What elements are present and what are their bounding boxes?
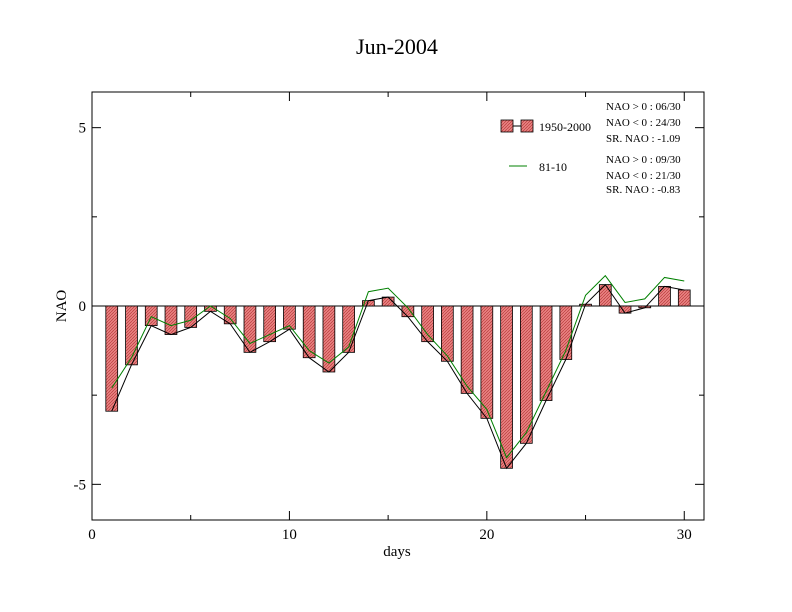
legend-label-1950-2000: 1950-2000 <box>539 120 591 134</box>
stats-1950-2000-positive: NAO > 0 : 06/30 <box>606 101 681 113</box>
stats-81-10-negative: NAO < 0 : 21/30 <box>606 170 681 182</box>
x-tick-label: 20 <box>479 527 494 543</box>
bar-series <box>105 284 691 469</box>
bar-day-3 <box>144 305 158 327</box>
bar-day-1 <box>105 305 119 412</box>
y-tick-label: 0 <box>79 299 87 315</box>
x-tick-label: 30 <box>677 527 692 543</box>
bar-day-4 <box>164 305 178 335</box>
bar-day-21 <box>500 305 513 469</box>
bar-day-29 <box>658 285 671 307</box>
line-81-10 <box>111 274 685 459</box>
y-tick-label: -5 <box>74 477 87 493</box>
bar-day-12 <box>322 305 336 373</box>
y-axis-label: NAO <box>54 290 70 323</box>
stats-1950-2000-sr: SR. NAO : -1.09 <box>606 133 681 145</box>
x-axis-label: days <box>383 544 411 560</box>
legend-bar-swatch-left <box>500 119 514 133</box>
x-tick-label: 0 <box>88 527 96 543</box>
line-1950-2000 <box>111 283 685 470</box>
bar-day-23 <box>539 305 553 401</box>
legend-bar-swatch-right <box>520 119 534 133</box>
bar-day-18 <box>441 305 454 362</box>
bar-day-13 <box>342 305 355 353</box>
bar-day-26 <box>598 284 612 307</box>
x-tick-label: 10 <box>282 527 297 543</box>
legend: 1950-2000 81-10 NAO > 0 : 06/30 NAO < 0 … <box>500 101 681 196</box>
line-series <box>111 274 685 470</box>
bar-day-22 <box>520 305 533 444</box>
bar-day-30 <box>677 289 691 307</box>
stats-81-10-positive: NAO > 0 : 09/30 <box>606 154 681 166</box>
y-tick-label: 5 <box>79 121 87 137</box>
stats-1950-2000-negative: NAO < 0 : 24/30 <box>606 117 681 129</box>
chart-title: Jun-2004 <box>356 34 438 59</box>
legend-label-81-10: 81-10 <box>539 160 567 174</box>
bar-day-20 <box>480 305 494 419</box>
stats-81-10-sr: SR. NAO : -0.83 <box>606 184 681 196</box>
bar-day-8 <box>243 305 257 353</box>
